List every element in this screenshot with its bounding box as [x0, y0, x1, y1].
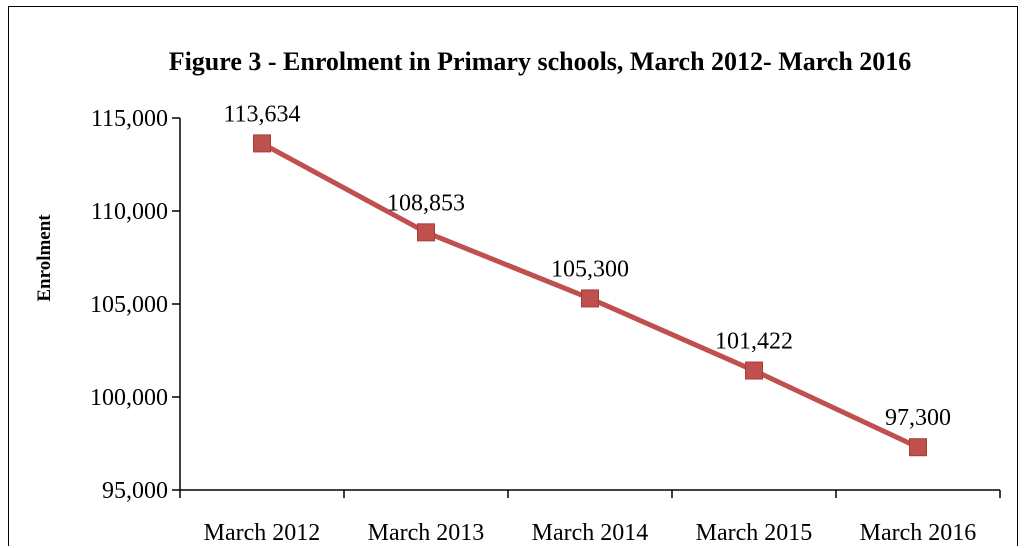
data-point-marker: [417, 223, 435, 242]
y-tick-label: 115,000: [91, 106, 168, 132]
chart-title: Figure 3 - Enrolment in Primary schools,…: [169, 47, 912, 76]
x-tick-label: March 2016: [860, 520, 977, 546]
x-tick-label: March 2012: [204, 520, 321, 546]
data-label: 108,853: [387, 190, 465, 216]
data-label: 105,300: [551, 256, 629, 282]
chart-frame: [8, 6, 1018, 546]
data-point-marker: [253, 134, 271, 153]
y-tick-label: 100,000: [90, 385, 168, 411]
y-tick-labels: 115,000 110,000 105,000 100,000 95,000: [90, 106, 168, 504]
x-tick-label: March 2013: [368, 520, 485, 546]
data-points: [253, 134, 927, 457]
data-point-marker: [581, 289, 599, 308]
y-tick-label: 105,000: [90, 292, 168, 318]
data-label: 113,634: [223, 101, 300, 127]
y-axis-label: Enrolment: [34, 214, 55, 302]
y-tick-label: 95,000: [102, 478, 168, 504]
x-tick-labels: March 2012 March 2013 March 2014 March 2015…: [204, 520, 977, 546]
data-label: 97,300: [885, 405, 951, 431]
data-point-marker: [745, 361, 763, 380]
x-tick-label: March 2014: [532, 520, 649, 546]
data-point-marker: [909, 438, 927, 457]
data-labels: 113,634 108,853 105,300 101,422 97,300: [223, 101, 951, 431]
y-tick-label: 110,000: [91, 199, 168, 225]
data-label: 101,422: [715, 329, 793, 355]
x-tick-label: March 2015: [696, 520, 813, 546]
axes: [172, 117, 1001, 498]
